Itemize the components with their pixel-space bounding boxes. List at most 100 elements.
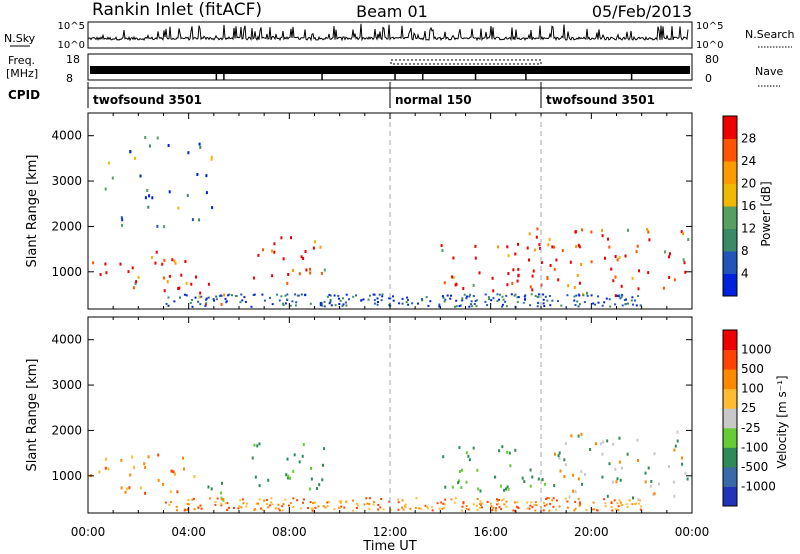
range-cell (376, 297, 379, 300)
range-cell (226, 508, 229, 511)
velocity-colorbar: 1000 500 100 25 -25 -100 -500 -1000 Velocity [m… (722, 329, 789, 507)
range-cell (530, 501, 533, 504)
range-cell (234, 294, 237, 297)
range-cell (560, 304, 563, 307)
range-cell (162, 276, 165, 280)
range-cell (476, 508, 479, 511)
noise-panel: N.Sky 10^5 10^0 10^5 10^0 N.Search (4, 21, 795, 51)
range-cell (309, 267, 311, 271)
range-cell (553, 245, 555, 249)
range-cell (526, 246, 529, 250)
range-cell (309, 271, 312, 275)
range-cell (314, 501, 317, 504)
range-cell (566, 294, 569, 297)
range-cell (338, 297, 340, 300)
range-cell (205, 297, 208, 300)
range-tick-label: 1000 (51, 469, 82, 483)
range-cell (107, 161, 110, 165)
time-tick-label: 12:00 (373, 525, 408, 539)
range-cell (581, 228, 583, 232)
range-cell (476, 498, 479, 500)
range-cell (355, 507, 358, 509)
range-cell (478, 271, 481, 275)
range-cell (479, 502, 481, 505)
range-tick-label: 2000 (51, 423, 82, 437)
range-cell (557, 300, 559, 303)
range-cell (411, 302, 414, 305)
range-cell (611, 480, 614, 484)
range-cell (338, 303, 341, 305)
range-cell (204, 305, 207, 307)
nsky-tick-low: 10^0 (58, 40, 85, 51)
range-cell (253, 293, 256, 296)
range-cell (366, 502, 369, 505)
range-cell (627, 302, 629, 305)
range-cell (668, 255, 670, 259)
range-cell (453, 501, 456, 504)
range-cell (573, 286, 576, 289)
range-cell (442, 455, 445, 459)
range-cell (293, 453, 296, 457)
range-cell (644, 471, 647, 475)
range-cell (460, 486, 463, 489)
freq-tick-high: 18 (66, 53, 80, 66)
range-cell (431, 509, 434, 512)
range-cell (628, 499, 631, 502)
range-cell (540, 261, 543, 264)
range-cell (401, 499, 404, 502)
range-cell (214, 501, 217, 503)
range-cell (178, 286, 181, 290)
range-cell (551, 245, 554, 249)
range-cell (205, 174, 208, 178)
range-cell (640, 505, 643, 508)
range-cell (490, 502, 492, 505)
colorbar-tick-label: 500 (741, 362, 764, 376)
range-cell (506, 283, 509, 287)
range-cell (552, 497, 555, 500)
range-cell (555, 508, 558, 511)
range-cell (277, 503, 280, 506)
range-cell (305, 268, 308, 272)
range-cell (311, 509, 314, 512)
range-cell (330, 304, 333, 307)
range-cell (505, 500, 508, 503)
time-tick-label: 08:00 (272, 525, 307, 539)
range-cell (574, 490, 577, 494)
power-marks (92, 136, 690, 308)
range-cell (686, 477, 689, 481)
range-cell (156, 136, 159, 140)
range-cell (531, 506, 534, 509)
range-cell (200, 507, 203, 510)
range-cell (381, 295, 384, 298)
range-cell (547, 243, 550, 247)
range-cell (310, 477, 313, 481)
range-cell (163, 258, 166, 262)
colorbar-tick-label: 20 (741, 177, 756, 191)
range-cell (139, 486, 142, 490)
range-cell (134, 282, 137, 285)
range-cell (507, 487, 510, 491)
range-cell (681, 462, 684, 466)
range-cell (168, 190, 171, 194)
range-cell (534, 509, 537, 512)
range-cell (295, 301, 298, 304)
range-cell (401, 506, 403, 509)
range-cell (526, 501, 529, 504)
range-cell (420, 507, 423, 510)
range-cell (211, 206, 214, 210)
range-cell (505, 305, 508, 308)
range-cell (461, 468, 463, 472)
range-cell (461, 505, 464, 508)
range-cell (440, 501, 443, 504)
range-cell (315, 487, 318, 490)
range-cell (546, 497, 549, 500)
range-cell (594, 303, 597, 306)
range-cell (257, 253, 260, 257)
range-tick-label: 2000 (51, 219, 82, 233)
range-cell (612, 442, 615, 446)
range-cell (342, 297, 344, 300)
range-cell (401, 297, 404, 300)
range-cell (298, 272, 301, 276)
range-cell (463, 293, 466, 296)
range-cell (319, 301, 322, 304)
